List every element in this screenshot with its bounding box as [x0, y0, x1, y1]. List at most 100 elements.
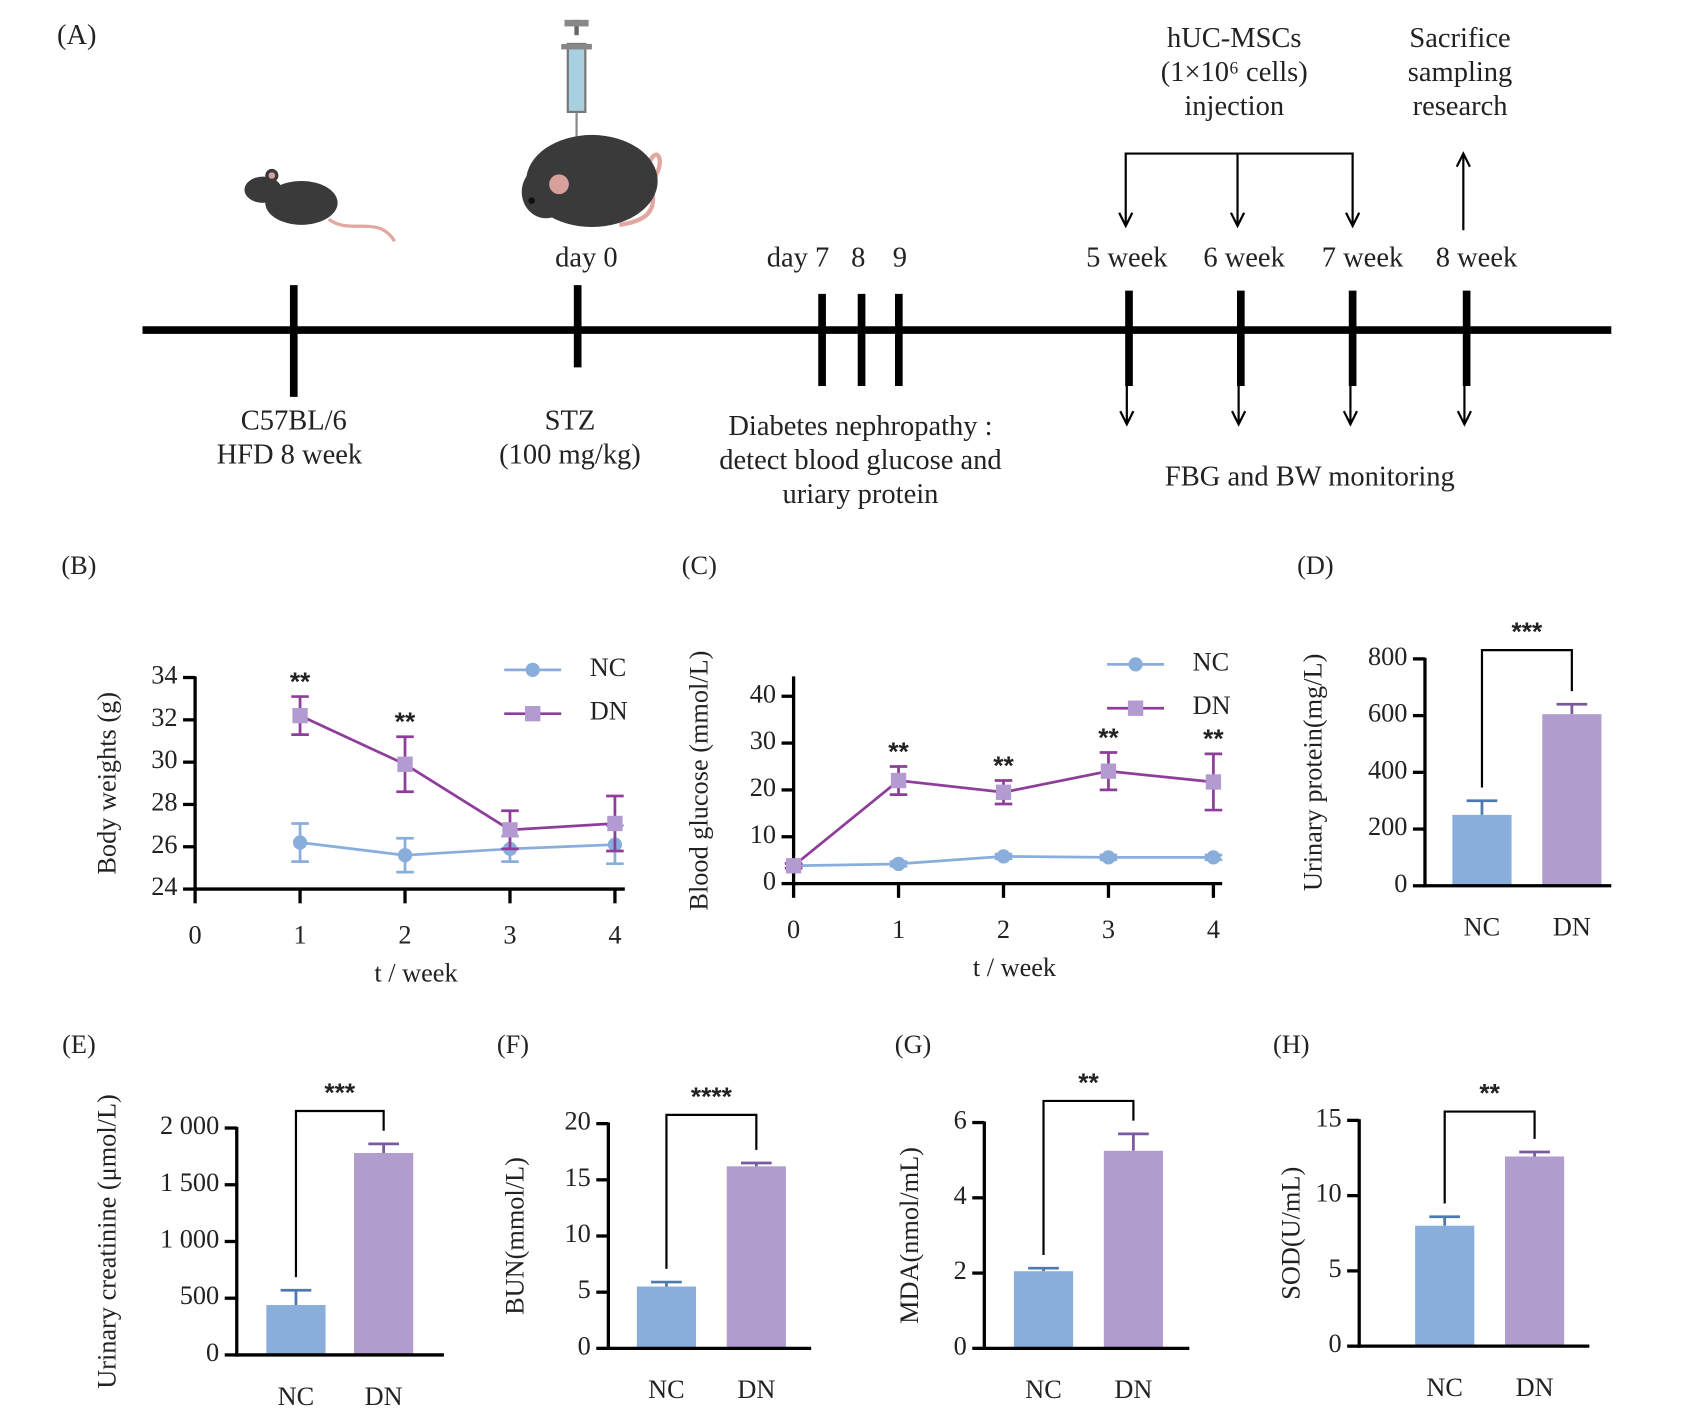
significance-bracket	[1480, 649, 1573, 788]
y-tick-label: 30	[151, 745, 177, 774]
significance-bracket	[1042, 1099, 1135, 1256]
timeline	[142, 151, 1612, 427]
error-bar	[1466, 799, 1498, 815]
timeline-label: (100 mg/kg)	[499, 440, 641, 471]
timeline-label: C57BL/6	[241, 406, 347, 437]
panel-a: (A)	[57, 19, 1612, 510]
y-tick-label: 400	[1368, 755, 1407, 784]
marker	[995, 784, 1012, 800]
annotation: **	[395, 707, 416, 737]
marker	[607, 815, 623, 832]
y-axis-label: BUN(mmol/L)	[500, 1157, 529, 1315]
timeline-label: sampling	[1408, 57, 1512, 88]
marker	[1206, 850, 1221, 865]
timeline-label: 8	[851, 242, 865, 273]
error-bar	[651, 1280, 682, 1287]
error-bar	[1028, 1266, 1059, 1272]
y-axis-label: MDA(nmol/mL)	[895, 1147, 924, 1324]
significance-bracket	[665, 1113, 758, 1269]
y-tick-label: 0	[206, 1338, 219, 1367]
timeline-label: Diabetes nephropathy :	[728, 411, 992, 442]
error-bar	[368, 1142, 399, 1153]
bar	[1415, 1225, 1475, 1347]
significance: **	[1479, 1078, 1500, 1108]
y-axis-label: Urinary protein(mg/L)	[1298, 654, 1327, 891]
y-tick-label: 0	[578, 1331, 591, 1360]
y-tick-label: 500	[180, 1281, 219, 1310]
y-tick-label: 28	[151, 787, 177, 816]
timeline-label: 7 week	[1322, 242, 1404, 273]
y-tick-label: 10	[1315, 1179, 1341, 1208]
timeline-label: research	[1413, 91, 1508, 122]
error-bar	[1429, 1215, 1461, 1226]
significance-bracket	[294, 1109, 385, 1278]
legend-label: NC	[590, 653, 627, 682]
x-tick-label: 4	[1207, 915, 1220, 944]
timeline-label: 6 week	[1203, 242, 1285, 273]
timeline-label: day 7	[767, 242, 830, 273]
y-tick-label: 26	[151, 830, 177, 859]
legend-marker	[525, 662, 540, 677]
y-tick-label: 15	[565, 1163, 591, 1192]
marker	[397, 756, 413, 772]
timeline-label: 8 week	[1436, 242, 1518, 273]
annotation: **	[290, 666, 311, 696]
mouse-small	[244, 168, 397, 243]
timeline-label: HFD 8 week	[217, 440, 363, 471]
x-tick-label: DN	[1114, 1375, 1152, 1404]
marker	[891, 856, 906, 872]
y-tick-label: 5	[1329, 1254, 1342, 1283]
bar	[1542, 714, 1602, 886]
timeline-label: injection	[1184, 91, 1284, 122]
significance: **	[1078, 1067, 1099, 1097]
y-tick-label: 1 000	[160, 1225, 219, 1254]
x-tick-label: NC	[1464, 913, 1501, 942]
timeline-label: 5 week	[1086, 242, 1168, 273]
panel-label: (E)	[62, 1030, 96, 1059]
error-bar	[280, 1288, 312, 1306]
bar	[1504, 1156, 1565, 1347]
x-tick-label: NC	[648, 1375, 685, 1404]
x-axis-label: t / week	[374, 959, 458, 988]
timeline-label: Sacrifice	[1409, 23, 1510, 54]
significance: ****	[691, 1081, 733, 1111]
bar	[726, 1166, 786, 1349]
x-tick-label: 0	[189, 920, 202, 949]
bar	[266, 1305, 326, 1355]
timeline-label: uriary protein	[783, 479, 939, 510]
x-tick-label: 0	[787, 915, 800, 944]
significance: ***	[1512, 617, 1543, 647]
x-tick-label: DN	[1553, 913, 1591, 942]
panel-label: (D)	[1297, 551, 1334, 580]
marker	[996, 849, 1011, 864]
x-tick-label: 3	[503, 920, 516, 949]
marker	[292, 835, 308, 850]
x-tick-label: DN	[365, 1382, 403, 1411]
marker	[292, 707, 308, 724]
timeline-label: (1×10⁶ cells)	[1161, 57, 1308, 88]
error-bar	[1556, 702, 1588, 715]
x-tick-label: 3	[1102, 915, 1115, 944]
mouse-large	[521, 134, 662, 228]
x-tick-label: 2	[997, 915, 1010, 944]
significance: ***	[324, 1078, 355, 1108]
y-tick-label: 4	[954, 1181, 967, 1210]
error-bar	[740, 1161, 772, 1167]
marker	[502, 822, 518, 838]
series-line	[299, 841, 615, 857]
legend-marker	[1128, 657, 1143, 672]
timeline-label: day 0	[555, 242, 618, 273]
significance-bracket	[1443, 1110, 1536, 1204]
x-tick-label: NC	[1426, 1373, 1463, 1402]
legend-label: DN	[1193, 691, 1231, 720]
timeline-label: FBG and BW monitoring	[1165, 462, 1455, 493]
timeline-label: detect blood glucose and	[719, 445, 1001, 476]
marker	[1101, 850, 1116, 865]
x-tick-label: DN	[1516, 1373, 1554, 1402]
y-tick-label: 2 000	[160, 1111, 219, 1140]
y-tick-label: 40	[750, 679, 776, 708]
panel-label: (A)	[57, 20, 97, 51]
x-tick-label: 1	[293, 920, 306, 949]
y-axis-label: Urinary creatinine (μmol/L)	[93, 1094, 122, 1388]
